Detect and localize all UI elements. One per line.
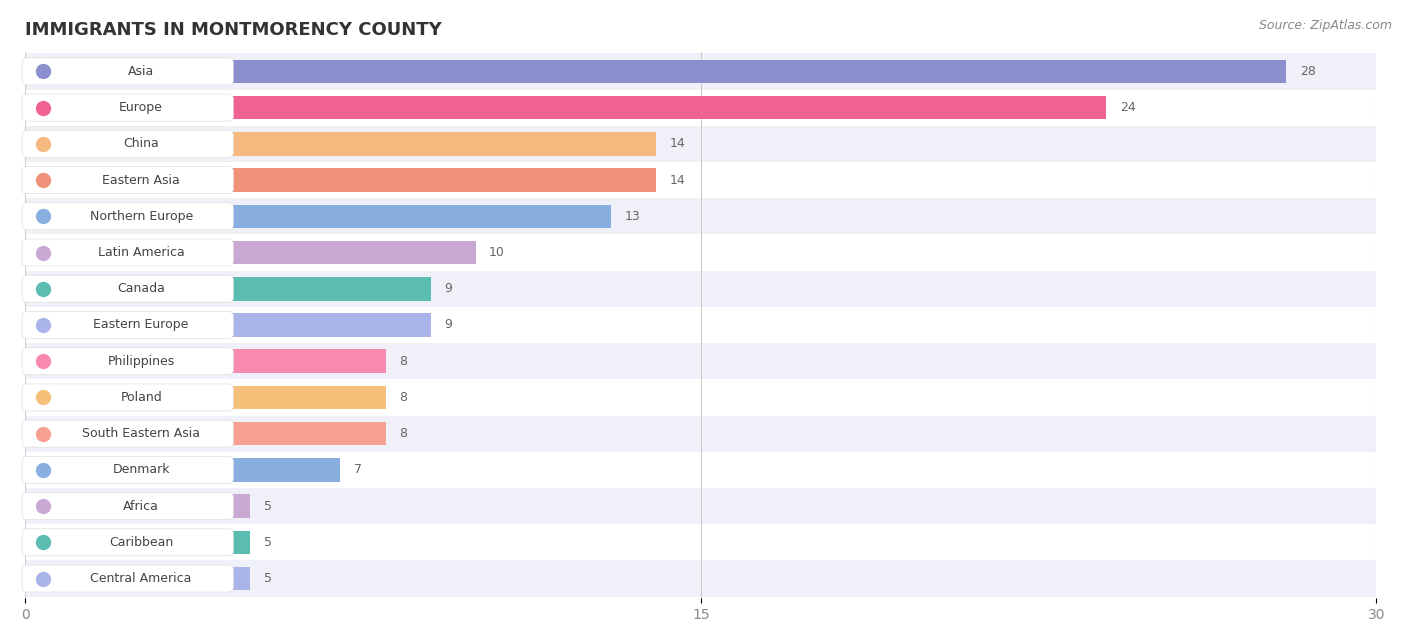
- Text: 7: 7: [354, 464, 361, 476]
- FancyBboxPatch shape: [22, 565, 233, 592]
- Bar: [25, 307, 1376, 343]
- Bar: [25, 132, 655, 156]
- FancyBboxPatch shape: [22, 203, 233, 230]
- Text: 9: 9: [444, 318, 451, 332]
- Bar: [25, 494, 250, 518]
- Text: Eastern Europe: Eastern Europe: [94, 318, 188, 332]
- Text: 5: 5: [264, 500, 271, 512]
- Bar: [25, 235, 1376, 271]
- Text: China: China: [124, 138, 159, 150]
- Bar: [25, 89, 1376, 126]
- FancyBboxPatch shape: [22, 420, 233, 447]
- Text: Source: ZipAtlas.com: Source: ZipAtlas.com: [1258, 19, 1392, 32]
- Bar: [25, 379, 1376, 415]
- Text: 5: 5: [264, 572, 271, 585]
- Text: IMMIGRANTS IN MONTMORENCY COUNTY: IMMIGRANTS IN MONTMORENCY COUNTY: [25, 21, 441, 39]
- Text: 8: 8: [399, 391, 408, 404]
- Text: 13: 13: [624, 210, 640, 223]
- Bar: [25, 386, 385, 409]
- Text: 8: 8: [399, 427, 408, 440]
- Bar: [25, 452, 1376, 488]
- Text: Asia: Asia: [128, 65, 155, 78]
- FancyBboxPatch shape: [22, 239, 233, 266]
- FancyBboxPatch shape: [22, 384, 233, 411]
- Bar: [25, 60, 1286, 83]
- FancyBboxPatch shape: [22, 167, 233, 194]
- Text: 14: 14: [669, 174, 685, 186]
- Text: 24: 24: [1119, 101, 1136, 114]
- Bar: [25, 561, 1376, 597]
- FancyBboxPatch shape: [22, 131, 233, 158]
- Text: South Eastern Asia: South Eastern Asia: [82, 427, 200, 440]
- Text: 10: 10: [489, 246, 505, 259]
- Text: Philippines: Philippines: [108, 355, 174, 368]
- Bar: [25, 343, 1376, 379]
- Bar: [25, 566, 250, 590]
- FancyBboxPatch shape: [22, 457, 233, 484]
- FancyBboxPatch shape: [22, 493, 233, 520]
- Bar: [25, 530, 250, 554]
- Bar: [25, 240, 475, 264]
- Bar: [25, 349, 385, 373]
- Text: Denmark: Denmark: [112, 464, 170, 476]
- Bar: [25, 488, 1376, 524]
- Bar: [25, 271, 1376, 307]
- FancyBboxPatch shape: [22, 275, 233, 302]
- Text: 5: 5: [264, 536, 271, 549]
- Text: Africa: Africa: [124, 500, 159, 512]
- Bar: [25, 204, 610, 228]
- Bar: [25, 96, 1107, 120]
- FancyBboxPatch shape: [22, 94, 233, 121]
- Text: Poland: Poland: [121, 391, 162, 404]
- Text: 8: 8: [399, 355, 408, 368]
- Text: Europe: Europe: [120, 101, 163, 114]
- Text: Northern Europe: Northern Europe: [90, 210, 193, 223]
- Bar: [25, 313, 430, 337]
- Text: 9: 9: [444, 282, 451, 295]
- Bar: [25, 524, 1376, 561]
- FancyBboxPatch shape: [22, 529, 233, 556]
- Bar: [25, 53, 1376, 89]
- Text: 28: 28: [1301, 65, 1316, 78]
- FancyBboxPatch shape: [22, 348, 233, 375]
- Text: Central America: Central America: [90, 572, 191, 585]
- Text: 14: 14: [669, 138, 685, 150]
- FancyBboxPatch shape: [22, 58, 233, 85]
- FancyBboxPatch shape: [22, 311, 233, 338]
- Bar: [25, 168, 655, 192]
- Bar: [25, 277, 430, 300]
- Text: Eastern Asia: Eastern Asia: [103, 174, 180, 186]
- Bar: [25, 458, 340, 482]
- Bar: [25, 422, 385, 446]
- Bar: [25, 415, 1376, 452]
- Bar: [25, 126, 1376, 162]
- Text: Caribbean: Caribbean: [110, 536, 173, 549]
- Bar: [25, 198, 1376, 235]
- Text: Latin America: Latin America: [98, 246, 184, 259]
- Text: Canada: Canada: [117, 282, 165, 295]
- Bar: [25, 162, 1376, 198]
